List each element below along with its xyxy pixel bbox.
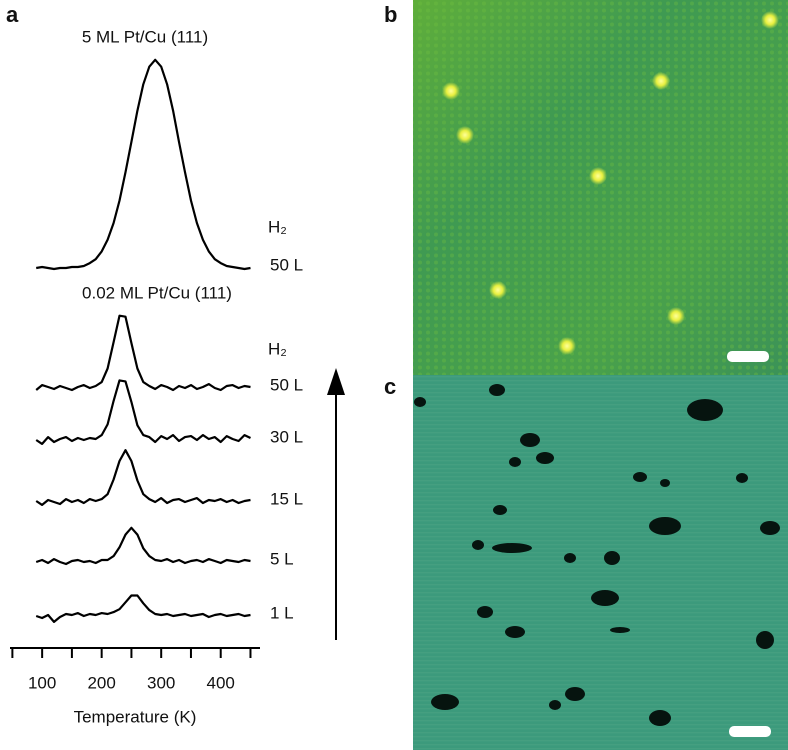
tpd-trace (35, 526, 251, 566)
x-axis-label: Temperature (K) (74, 707, 197, 726)
tpd-trace (35, 314, 251, 392)
tpd-trace (35, 449, 251, 506)
series-label: 5 L (270, 549, 294, 568)
gas-label: H₂ (268, 217, 287, 236)
panel-label: a (6, 2, 19, 27)
series-label: 15 L (270, 489, 303, 508)
x-tick-label: 300 (147, 673, 175, 692)
chart-title: 5 ML Pt/Cu (111) (82, 27, 208, 46)
panel-label: b (384, 2, 397, 27)
tpd-trace (35, 594, 251, 623)
x-tick-label: 100 (28, 673, 56, 692)
series-label: 50 L (270, 375, 303, 394)
series-label: 1 L (270, 603, 294, 622)
stm-image-b (413, 0, 788, 375)
tpd-trace (35, 379, 251, 445)
chart-subtitle: 0.02 ML Pt/Cu (111) (82, 283, 232, 302)
x-tick-label: 200 (87, 673, 115, 692)
stm-image-c (413, 375, 788, 750)
series-label: 30 L (270, 427, 303, 446)
gas-label: H₂ (268, 339, 287, 358)
exposure-arrow (327, 368, 345, 640)
panel-label: c (384, 374, 396, 399)
x-tick-label: 400 (207, 673, 235, 692)
tpd-trace (36, 58, 251, 271)
series-label: 50 L (270, 255, 303, 274)
